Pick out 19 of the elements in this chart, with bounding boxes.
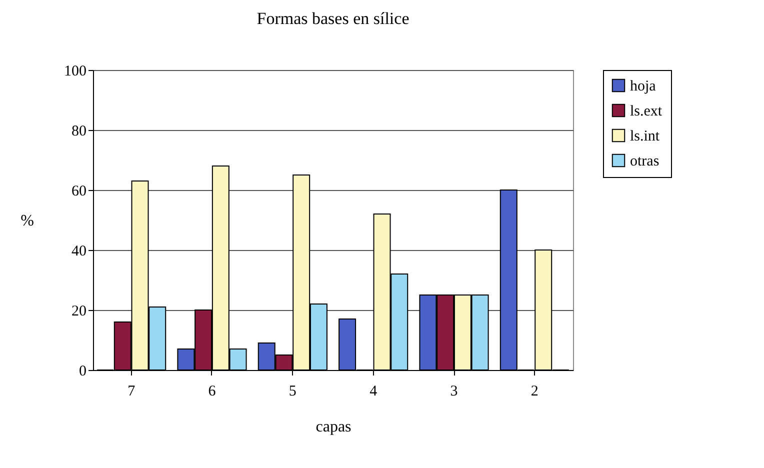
x-tick-label: 4 <box>370 384 378 400</box>
y-tick-label: 40 <box>72 244 86 260</box>
x-axis-title: capas <box>316 418 352 436</box>
y-tick-label: 20 <box>72 304 86 320</box>
legend-label: ls.int <box>630 128 660 144</box>
x-tick-label: 7 <box>128 384 136 400</box>
legend-label: otras <box>630 154 660 170</box>
x-tick-label: 3 <box>450 384 458 400</box>
x-tick-label: 2 <box>530 384 538 400</box>
y-tick-label: 100 <box>64 64 86 80</box>
chart-title: Formas bases en sílice <box>256 9 410 28</box>
legend-label: hoja <box>630 78 656 94</box>
y-tick-label: 80 <box>72 124 86 140</box>
x-tick-label: 5 <box>288 384 296 400</box>
legend-label: ls.ext <box>630 104 663 120</box>
y-tick-label: 60 <box>72 184 86 200</box>
x-tick-label: 6 <box>208 384 216 400</box>
y-axis-title: % <box>20 212 34 230</box>
y-tick-label: 0 <box>79 364 86 380</box>
